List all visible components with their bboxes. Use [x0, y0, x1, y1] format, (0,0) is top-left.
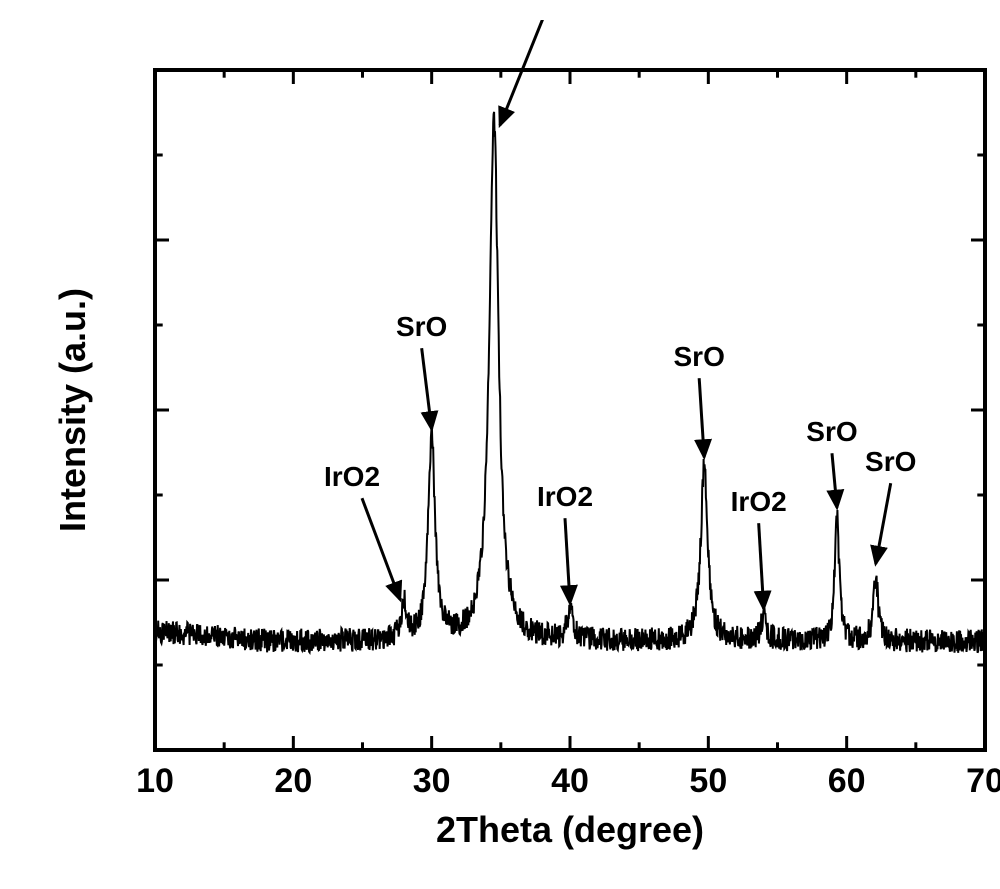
peak-arrow-icon	[876, 483, 891, 564]
xrd-figure: 10 20 30 40 50 60 70 2Theta (degree) Intensity (…	[20, 20, 1000, 869]
xrd-pattern-line	[155, 112, 985, 653]
y-axis-label: Intensity (a.u.)	[52, 288, 93, 532]
x-tick-label: 30	[413, 762, 451, 800]
peak-label: IrO2	[324, 461, 380, 492]
x-tick-label: 60	[828, 762, 866, 800]
peak-label: SrO	[674, 341, 725, 372]
peak-label: SrO	[806, 416, 857, 447]
x-tick-label: 50	[689, 762, 727, 800]
x-tick-label: 40	[551, 762, 589, 800]
x-tick-label: 20	[274, 762, 312, 800]
peak-arrow-icon	[500, 20, 554, 125]
x-tick-label: 70	[966, 762, 1000, 800]
peak-arrow-icon	[832, 453, 837, 508]
peak-arrow-icon	[759, 523, 764, 609]
peak-arrow-icon	[422, 348, 432, 429]
xrd-plot-svg: 10 20 30 40 50 60 70 2Theta (degree) Intensity (…	[20, 20, 1000, 869]
peak-arrow-icon	[699, 378, 704, 457]
peak-label: IrO2	[537, 481, 593, 512]
peak-arrow-icon	[565, 518, 570, 603]
x-tick-label: 10	[136, 762, 174, 800]
peak-label: SrO	[865, 446, 916, 477]
x-axis-label: 2Theta (degree)	[436, 809, 704, 850]
peak-label: IrO2	[731, 486, 787, 517]
peak-label: SrO	[396, 311, 447, 342]
peak-arrow-icon	[362, 498, 400, 599]
